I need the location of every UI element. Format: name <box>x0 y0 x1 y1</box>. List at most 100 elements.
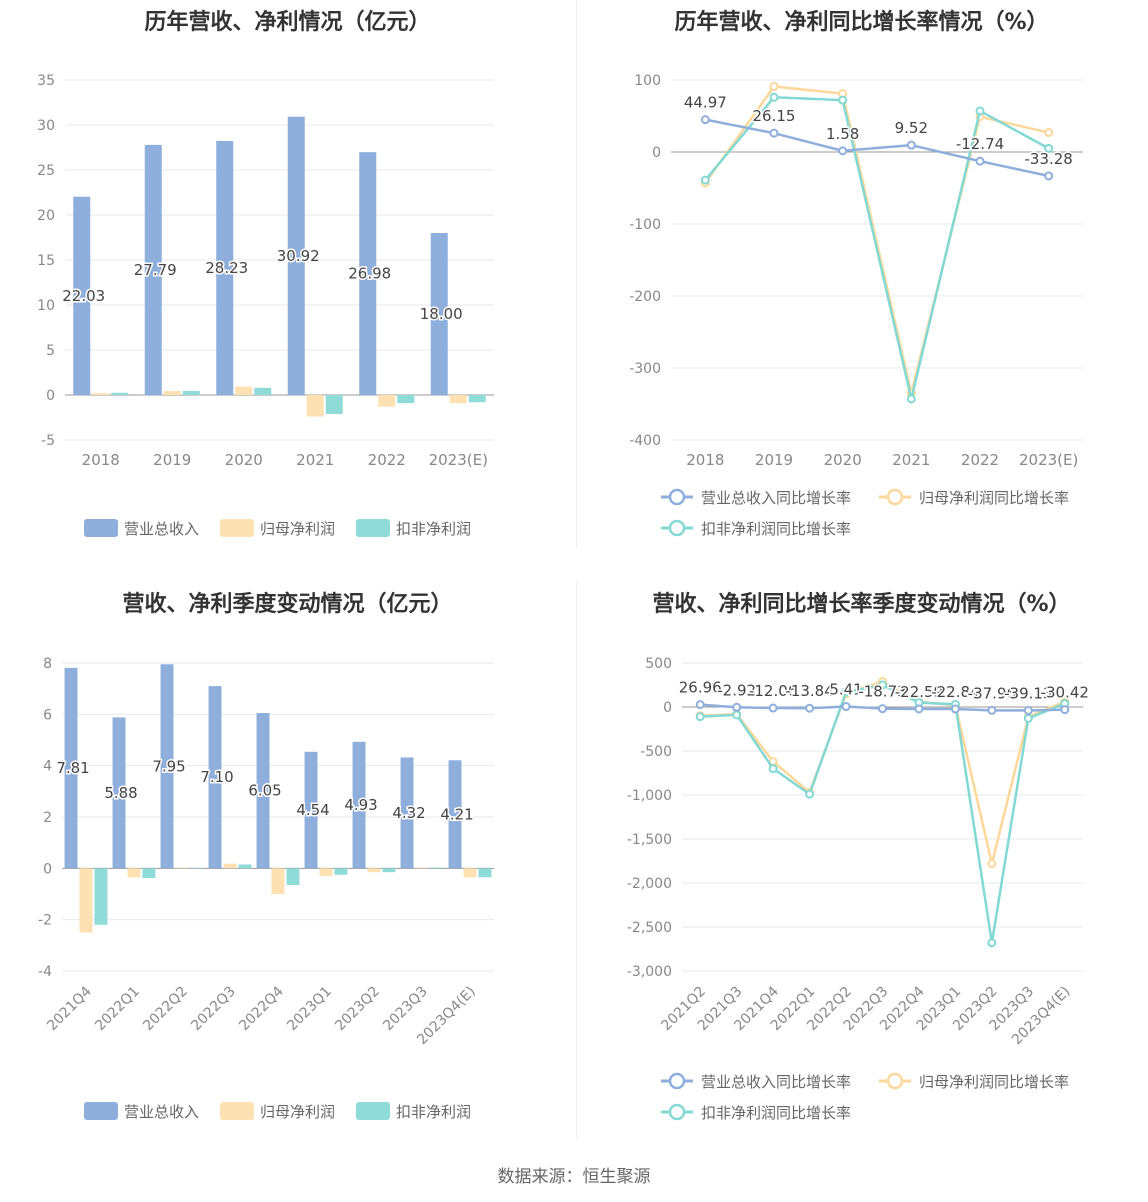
data-label: 4.54 <box>296 801 329 819</box>
legend-marker <box>668 1103 686 1121</box>
point-revenue-growth <box>700 115 710 125</box>
point-revenue-growth <box>838 146 848 156</box>
bar-parent-net <box>306 395 324 417</box>
y-tick-label: 100 <box>634 73 661 89</box>
y-tick-label: 500 <box>645 656 672 672</box>
point-revenue-growth <box>1044 171 1054 181</box>
bar-revenue <box>256 713 270 869</box>
point-revenue-growth <box>769 128 779 138</box>
bar-parent-net <box>223 863 237 869</box>
bar-parent-net <box>449 395 467 404</box>
legend-label: 归母净利润同比增长率 <box>919 1073 1069 1091</box>
x-tick-label: 2019 <box>153 451 191 469</box>
bar-revenue <box>287 116 305 395</box>
data-label: -30.42 <box>1041 684 1089 702</box>
x-tick-label: 2020 <box>824 451 862 469</box>
line-revenue-growth <box>705 118 1049 178</box>
bar-revenue <box>112 717 126 869</box>
data-label: 4.21 <box>440 805 473 823</box>
legend-label: 扣非净利润同比增长率 <box>701 1104 851 1122</box>
point-deducted-growth <box>1023 713 1033 723</box>
bar-revenue <box>352 741 366 869</box>
data-label: 6.05 <box>248 782 281 800</box>
y-tick-label: -500 <box>640 744 672 760</box>
bar-revenue <box>208 686 222 869</box>
point-deducted-growth <box>841 687 851 697</box>
data-label: 27.79 <box>134 261 177 279</box>
data-label: 18.00 <box>420 305 463 323</box>
point-revenue-growth <box>732 702 742 712</box>
legend-marker <box>886 1072 904 1090</box>
point-revenue-growth <box>768 703 778 713</box>
y-tick-label: 25 <box>37 163 55 179</box>
point-revenue-growth <box>841 702 851 712</box>
data-label: 7.10 <box>200 768 233 786</box>
data-label: 5.41 <box>829 681 862 699</box>
annual-bar-chart: -5 0 5 10 15 20 25 30 35 22.03 2018 27.79 2019 28.23 2… <box>37 73 494 538</box>
point-revenue-growth <box>1023 705 1033 715</box>
y-tick-label: 0 <box>43 861 52 877</box>
x-tick-label: 2022 <box>961 451 999 469</box>
point-revenue-growth <box>950 704 960 714</box>
data-label: 22.03 <box>62 287 105 305</box>
data-label: -13.84 <box>785 682 833 700</box>
x-tick-label: 2018 <box>82 451 120 469</box>
legend-marker <box>668 1072 686 1090</box>
legend-label: 扣非净利润 <box>396 1103 471 1121</box>
annual-revenue-profit-panel: 历年营收、净利情况（亿元） -5 0 5 10 15 20 25 30 35 22.03 2018 2… <box>0 0 575 560</box>
point-deducted-growth <box>695 712 705 722</box>
x-tick-label: 2022 <box>368 451 406 469</box>
bar-deducted-net <box>190 867 204 869</box>
data-label: 44.97 <box>684 94 727 112</box>
y-tick-label: -400 <box>629 433 661 449</box>
data-label: -2.92 <box>717 681 756 699</box>
chart-title: 历年营收、净利同比增长率情况（%） <box>674 10 1049 35</box>
bar-parent-net <box>235 386 253 395</box>
bar-parent-net <box>92 393 110 395</box>
x-tick-label: 2023(E) <box>429 451 488 469</box>
point-deducted-growth <box>805 789 815 799</box>
y-tick-label: 15 <box>37 253 55 269</box>
data-label: 26.98 <box>348 265 391 283</box>
legend-label: 营业总收入 <box>124 1103 199 1121</box>
x-tick-label: 2018 <box>686 451 724 469</box>
x-tick-label: 2022Q2 <box>140 984 191 1035</box>
data-label: 5.88 <box>104 784 137 802</box>
point-revenue-growth <box>975 156 985 166</box>
bar-revenue <box>160 664 174 869</box>
x-tick-label: 2021 <box>296 451 334 469</box>
x-tick-label: 2022Q3 <box>188 984 239 1035</box>
x-tick-label: 2020 <box>225 451 263 469</box>
legend-swatch <box>356 519 390 537</box>
y-tick-label: -1,500 <box>627 832 672 848</box>
point-parent-growth <box>769 81 779 91</box>
y-tick-label: -100 <box>629 217 661 233</box>
data-label: -37.96 <box>968 684 1016 702</box>
bar-revenue <box>64 667 78 869</box>
bar-deducted-net <box>325 395 343 414</box>
quarterly-growth-panel: 营收、净利同比增长率季度变动情况（%） -3,000 -2,500 -2,000 -1… <box>575 580 1148 1150</box>
data-label: 1.58 <box>826 125 859 143</box>
point-parent-growth <box>987 859 997 869</box>
y-tick-label: 0 <box>46 388 55 404</box>
bar-deducted-net <box>286 868 300 886</box>
annual-growth-panel: 历年营收、净利同比增长率情况（%） -400 -300 -200 -100 0 100 44… <box>575 0 1148 560</box>
y-tick-label: -4 <box>38 964 52 980</box>
y-tick-label: -2,500 <box>627 920 672 936</box>
y-tick-label: -300 <box>629 361 661 377</box>
data-label: 26.15 <box>753 107 796 125</box>
y-tick-label: 35 <box>37 73 55 89</box>
legend-label: 营业总收入 <box>124 520 199 538</box>
point-revenue-growth <box>695 700 705 710</box>
bar-deducted-net <box>254 387 272 395</box>
data-label: -12.06 <box>749 682 797 700</box>
x-tick-label: 2023Q2 <box>332 984 383 1035</box>
point-deducted-growth <box>1044 143 1054 153</box>
y-tick-label: 6 <box>43 707 52 723</box>
bar-deducted-net <box>182 390 200 395</box>
y-tick-label: 0 <box>663 700 672 716</box>
data-label: -22.84 <box>931 683 979 701</box>
data-label: 28.23 <box>205 259 248 277</box>
quarterly-bar-chart: -4 -2 0 2 4 6 8 7.81 2021Q4 5.88 2022Q1 7.95 2022Q2 7… <box>38 656 494 1121</box>
data-label: -39.13 <box>1004 684 1052 702</box>
